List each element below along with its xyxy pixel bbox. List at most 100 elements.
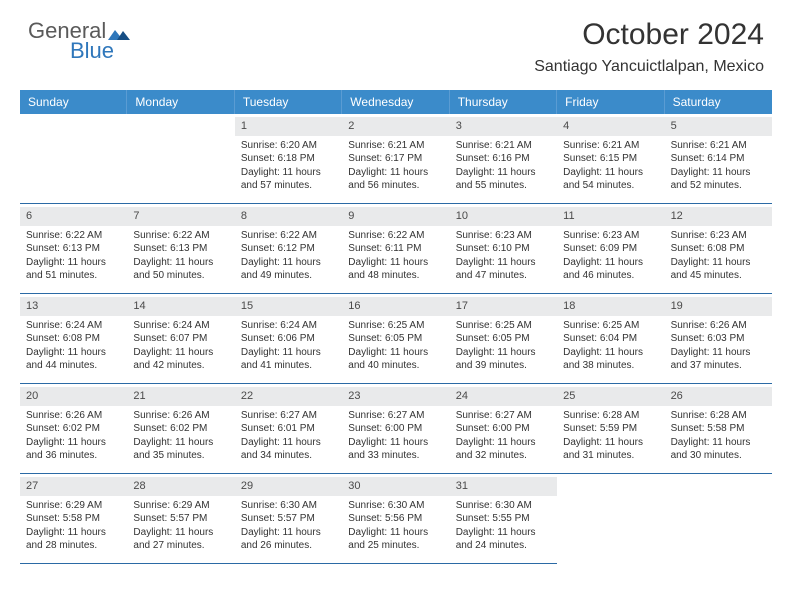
daylight-line: Daylight: 11 hours and 35 minutes. xyxy=(133,436,228,463)
daylight-line: Daylight: 11 hours and 49 minutes. xyxy=(241,256,336,283)
sunrise-line: Sunrise: 6:28 AM xyxy=(671,409,766,423)
sunrise-line: Sunrise: 6:26 AM xyxy=(26,409,121,423)
day-cell: 14Sunrise: 6:24 AMSunset: 6:07 PMDayligh… xyxy=(127,294,234,384)
sunset-line: Sunset: 6:12 PM xyxy=(241,242,336,256)
sunrise-line: Sunrise: 6:22 AM xyxy=(26,229,121,243)
daylight-line: Daylight: 11 hours and 39 minutes. xyxy=(456,346,551,373)
empty-day-cell xyxy=(665,474,772,564)
sunset-line: Sunset: 6:10 PM xyxy=(456,242,551,256)
daylight-line: Daylight: 11 hours and 24 minutes. xyxy=(456,526,551,553)
weekday-header: Tuesday xyxy=(235,90,342,114)
day-number: 11 xyxy=(557,207,664,226)
day-cell: 24Sunrise: 6:27 AMSunset: 6:00 PMDayligh… xyxy=(450,384,557,474)
sunset-line: Sunset: 6:06 PM xyxy=(241,332,336,346)
brand-part2: Blue xyxy=(70,38,114,64)
daylight-line: Daylight: 11 hours and 32 minutes. xyxy=(456,436,551,463)
sunrise-line: Sunrise: 6:25 AM xyxy=(456,319,551,333)
sunset-line: Sunset: 6:13 PM xyxy=(133,242,228,256)
day-number: 15 xyxy=(235,297,342,316)
day-number: 28 xyxy=(127,477,234,496)
sunset-line: Sunset: 6:15 PM xyxy=(563,152,658,166)
day-number: 1 xyxy=(235,117,342,136)
sunset-line: Sunset: 6:00 PM xyxy=(456,422,551,436)
day-number: 20 xyxy=(20,387,127,406)
day-number: 22 xyxy=(235,387,342,406)
sunrise-line: Sunrise: 6:20 AM xyxy=(241,139,336,153)
daylight-line: Daylight: 11 hours and 38 minutes. xyxy=(563,346,658,373)
day-cell: 26Sunrise: 6:28 AMSunset: 5:58 PMDayligh… xyxy=(665,384,772,474)
sunrise-line: Sunrise: 6:30 AM xyxy=(241,499,336,513)
daylight-line: Daylight: 11 hours and 27 minutes. xyxy=(133,526,228,553)
day-cell: 16Sunrise: 6:25 AMSunset: 6:05 PMDayligh… xyxy=(342,294,449,384)
sunrise-line: Sunrise: 6:21 AM xyxy=(563,139,658,153)
day-number: 13 xyxy=(20,297,127,316)
day-cell: 29Sunrise: 6:30 AMSunset: 5:57 PMDayligh… xyxy=(235,474,342,564)
day-number: 30 xyxy=(342,477,449,496)
day-cell: 17Sunrise: 6:25 AMSunset: 6:05 PMDayligh… xyxy=(450,294,557,384)
day-cell: 6Sunrise: 6:22 AMSunset: 6:13 PMDaylight… xyxy=(20,204,127,294)
day-cell: 18Sunrise: 6:25 AMSunset: 6:04 PMDayligh… xyxy=(557,294,664,384)
sunset-line: Sunset: 6:00 PM xyxy=(348,422,443,436)
day-cell: 27Sunrise: 6:29 AMSunset: 5:58 PMDayligh… xyxy=(20,474,127,564)
daylight-line: Daylight: 11 hours and 44 minutes. xyxy=(26,346,121,373)
sunset-line: Sunset: 6:11 PM xyxy=(348,242,443,256)
weekday-header: Monday xyxy=(127,90,234,114)
weekday-header-row: SundayMondayTuesdayWednesdayThursdayFrid… xyxy=(20,90,772,114)
day-cell: 21Sunrise: 6:26 AMSunset: 6:02 PMDayligh… xyxy=(127,384,234,474)
sunset-line: Sunset: 6:08 PM xyxy=(671,242,766,256)
day-cell: 1 Sunrise: 6:20 AMSunset: 6:18 PMDaylight… xyxy=(235,114,342,204)
sunset-line: Sunset: 5:56 PM xyxy=(348,512,443,526)
empty-day-cell: 0 xyxy=(127,114,234,204)
day-cell: 12Sunrise: 6:23 AMSunset: 6:08 PMDayligh… xyxy=(665,204,772,294)
daylight-line: Daylight: 11 hours and 46 minutes. xyxy=(563,256,658,283)
day-cell: 31Sunrise: 6:30 AMSunset: 5:55 PMDayligh… xyxy=(450,474,557,564)
day-number: 12 xyxy=(665,207,772,226)
daylight-line: Daylight: 11 hours and 50 minutes. xyxy=(133,256,228,283)
day-cell: 19Sunrise: 6:26 AMSunset: 6:03 PMDayligh… xyxy=(665,294,772,384)
sunset-line: Sunset: 6:17 PM xyxy=(348,152,443,166)
daylight-line: Daylight: 11 hours and 45 minutes. xyxy=(671,256,766,283)
sunrise-line: Sunrise: 6:30 AM xyxy=(456,499,551,513)
daylight-line: Daylight: 11 hours and 42 minutes. xyxy=(133,346,228,373)
day-number: 18 xyxy=(557,297,664,316)
sunrise-line: Sunrise: 6:22 AM xyxy=(348,229,443,243)
daylight-line: Daylight: 11 hours and 40 minutes. xyxy=(348,346,443,373)
calendar: SundayMondayTuesdayWednesdayThursdayFrid… xyxy=(20,90,772,564)
sunset-line: Sunset: 6:18 PM xyxy=(241,152,336,166)
sunrise-line: Sunrise: 6:29 AM xyxy=(26,499,121,513)
daylight-line: Daylight: 11 hours and 26 minutes. xyxy=(241,526,336,553)
month-title: October 2024 xyxy=(534,18,764,52)
day-number: 6 xyxy=(20,207,127,226)
day-cell: 7Sunrise: 6:22 AMSunset: 6:13 PMDaylight… xyxy=(127,204,234,294)
day-number: 23 xyxy=(342,387,449,406)
daylight-line: Daylight: 11 hours and 33 minutes. xyxy=(348,436,443,463)
sunrise-line: Sunrise: 6:28 AM xyxy=(563,409,658,423)
day-number: 2 xyxy=(342,117,449,136)
day-cell: 20Sunrise: 6:26 AMSunset: 6:02 PMDayligh… xyxy=(20,384,127,474)
sunset-line: Sunset: 5:58 PM xyxy=(26,512,121,526)
daylight-line: Daylight: 11 hours and 34 minutes. xyxy=(241,436,336,463)
day-number: 31 xyxy=(450,477,557,496)
day-number: 19 xyxy=(665,297,772,316)
sunrise-line: Sunrise: 6:27 AM xyxy=(348,409,443,423)
weekday-header: Saturday xyxy=(665,90,772,114)
header: GeneralBlue October 2024 Santiago Yancui… xyxy=(0,0,792,76)
day-cell: 25Sunrise: 6:28 AMSunset: 5:59 PMDayligh… xyxy=(557,384,664,474)
day-cell: 13Sunrise: 6:24 AMSunset: 6:08 PMDayligh… xyxy=(20,294,127,384)
day-number: 10 xyxy=(450,207,557,226)
daylight-line: Daylight: 11 hours and 57 minutes. xyxy=(241,166,336,193)
day-number: 25 xyxy=(557,387,664,406)
day-cell: 30Sunrise: 6:30 AMSunset: 5:56 PMDayligh… xyxy=(342,474,449,564)
day-number: 7 xyxy=(127,207,234,226)
sunrise-line: Sunrise: 6:27 AM xyxy=(241,409,336,423)
day-number: 8 xyxy=(235,207,342,226)
daylight-line: Daylight: 11 hours and 28 minutes. xyxy=(26,526,121,553)
day-number: 24 xyxy=(450,387,557,406)
sunrise-line: Sunrise: 6:21 AM xyxy=(671,139,766,153)
sunrise-line: Sunrise: 6:23 AM xyxy=(563,229,658,243)
empty-day-cell: 0 xyxy=(20,114,127,204)
day-cell: 9Sunrise: 6:22 AMSunset: 6:11 PMDaylight… xyxy=(342,204,449,294)
day-cell: 5Sunrise: 6:21 AMSunset: 6:14 PMDaylight… xyxy=(665,114,772,204)
sunrise-line: Sunrise: 6:24 AM xyxy=(133,319,228,333)
sunset-line: Sunset: 5:57 PM xyxy=(241,512,336,526)
